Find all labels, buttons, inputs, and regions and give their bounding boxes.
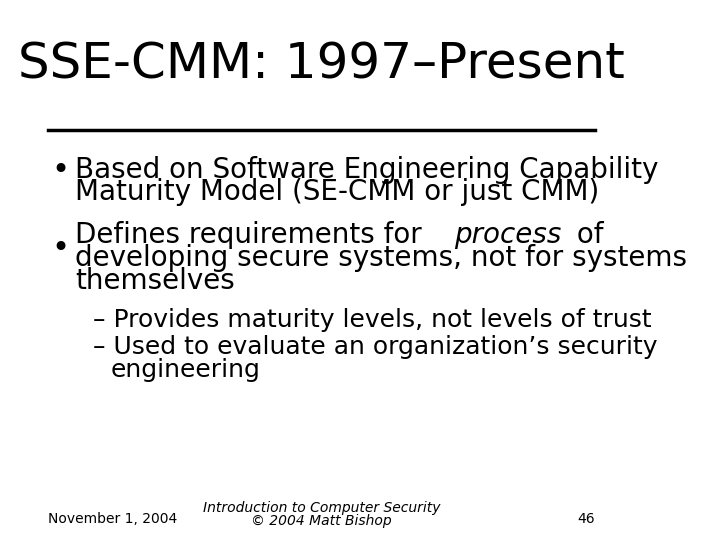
Text: © 2004 Matt Bishop: © 2004 Matt Bishop	[251, 514, 392, 528]
Text: – Used to evaluate an organization’s security: – Used to evaluate an organization’s sec…	[93, 335, 657, 359]
Text: November 1, 2004: November 1, 2004	[48, 512, 177, 526]
Text: – Provides maturity levels, not levels of trust: – Provides maturity levels, not levels o…	[93, 308, 652, 332]
Text: •: •	[51, 234, 69, 263]
Text: of: of	[568, 221, 603, 249]
Text: process: process	[454, 221, 561, 249]
Text: •: •	[51, 156, 69, 185]
Text: Defines requirements for: Defines requirements for	[75, 221, 431, 249]
Text: themselves: themselves	[75, 267, 235, 295]
Text: engineering: engineering	[111, 358, 261, 382]
Text: Introduction to Computer Security: Introduction to Computer Security	[203, 501, 440, 515]
Text: SSE-CMM: 1997–Present: SSE-CMM: 1997–Present	[18, 41, 625, 89]
Text: Based on Software Engineering Capability: Based on Software Engineering Capability	[75, 156, 658, 184]
Text: Maturity Model (SE-CMM or just CMM): Maturity Model (SE-CMM or just CMM)	[75, 178, 599, 206]
Text: 46: 46	[577, 512, 595, 526]
Text: developing secure systems, not for systems: developing secure systems, not for syste…	[75, 244, 687, 272]
